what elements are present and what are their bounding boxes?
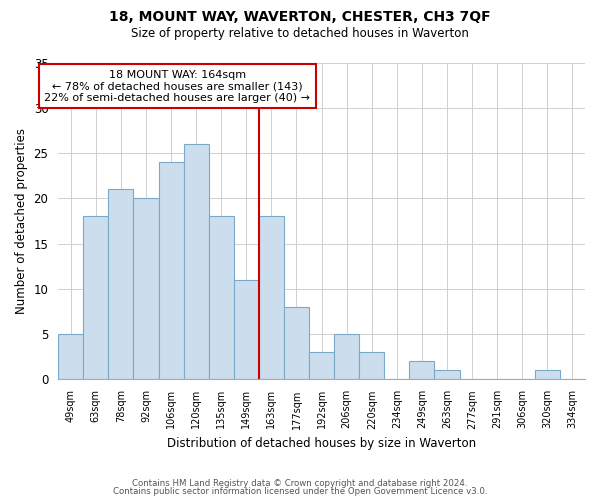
- Text: 18 MOUNT WAY: 164sqm
← 78% of detached houses are smaller (143)
22% of semi-deta: 18 MOUNT WAY: 164sqm ← 78% of detached h…: [44, 70, 310, 103]
- Bar: [109, 190, 133, 380]
- Bar: [535, 370, 560, 380]
- Bar: [209, 216, 234, 380]
- X-axis label: Distribution of detached houses by size in Waverton: Distribution of detached houses by size …: [167, 437, 476, 450]
- Bar: [359, 352, 384, 380]
- Bar: [83, 216, 109, 380]
- Bar: [309, 352, 334, 380]
- Bar: [58, 334, 83, 380]
- Text: Contains public sector information licensed under the Open Government Licence v3: Contains public sector information licen…: [113, 487, 487, 496]
- Bar: [259, 216, 284, 380]
- Bar: [409, 362, 434, 380]
- Text: Size of property relative to detached houses in Waverton: Size of property relative to detached ho…: [131, 28, 469, 40]
- Bar: [133, 198, 158, 380]
- Text: Contains HM Land Registry data © Crown copyright and database right 2024.: Contains HM Land Registry data © Crown c…: [132, 478, 468, 488]
- Bar: [434, 370, 460, 380]
- Bar: [184, 144, 209, 380]
- Bar: [284, 307, 309, 380]
- Text: 18, MOUNT WAY, WAVERTON, CHESTER, CH3 7QF: 18, MOUNT WAY, WAVERTON, CHESTER, CH3 7Q…: [109, 10, 491, 24]
- Y-axis label: Number of detached properties: Number of detached properties: [15, 128, 28, 314]
- Bar: [234, 280, 259, 380]
- Bar: [158, 162, 184, 380]
- Bar: [334, 334, 359, 380]
